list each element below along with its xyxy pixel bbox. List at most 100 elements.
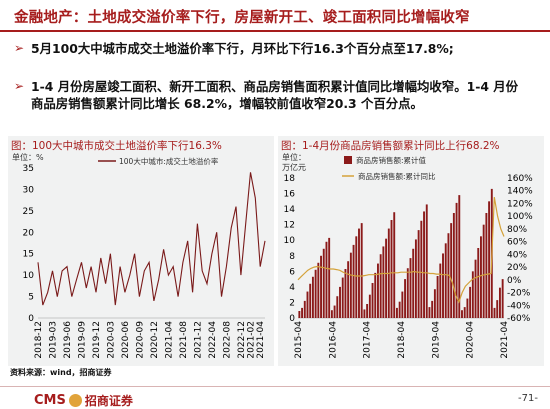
y-tick-label: 20 [23, 228, 35, 238]
bar-sales-value [317, 262, 320, 318]
page-number: -71- [518, 393, 538, 404]
bar-sales-value [352, 244, 355, 318]
unit-label: 万亿元 [282, 162, 306, 172]
bar-sales-value [493, 307, 496, 318]
bullet-item: ➢ 1-4 月份房屋竣工面积、新开工面积、商品房销售面积累计值同比增幅均收窄。1… [14, 78, 526, 112]
x-tick-label: 2021-04 [256, 321, 266, 359]
bar-sales-value [406, 268, 409, 318]
bar-sales-value [436, 276, 439, 318]
bar-sales-value [452, 213, 455, 318]
bar-sales-value [469, 286, 472, 318]
y-tick-label: 10 [284, 236, 296, 246]
company-logo: CMS 招商证券 [34, 390, 133, 408]
bar-sales-value [498, 287, 501, 318]
bar-sales-value [395, 307, 398, 318]
y2-tick-label: 140% [507, 187, 533, 197]
bullet-text: 5月100大中城市成交土地溢价率下行，月环比下行16.3个百分点至17.8%; [31, 41, 454, 56]
chart-caption: 图：100大中城市成交土地溢价率下行16.3% [11, 140, 222, 152]
source-note: 资料来源：wind，招商证券 [10, 368, 112, 377]
bar-sales-value [393, 212, 396, 318]
y-tick-label: 5 [28, 293, 34, 303]
logo-badge-icon [68, 394, 82, 407]
bar-sales-value [425, 204, 428, 318]
y2-tick-label: -20% [507, 289, 531, 299]
y-tick-label: 18 [284, 174, 296, 184]
y2-tick-label: 60% [507, 238, 527, 248]
y-tick-label: 8 [289, 252, 295, 262]
x-tick-label: 2021-04 [500, 321, 510, 359]
bar-sales-value [412, 248, 415, 318]
land-premium-chart-panel: 单位：% 100大中城市:成交土地溢价率 0 5 10 15 20 25 30 35 2018-12… [8, 136, 274, 366]
bar-sales-value [363, 309, 366, 318]
bar-sales-value [379, 254, 382, 318]
x-tick-label: 2020-04 [466, 321, 476, 359]
bar-sales-value [301, 307, 304, 318]
bar-sales-value [423, 211, 425, 318]
x-tick-label: 2018-04 [397, 321, 407, 359]
x-tick-label: 2020-09 [135, 321, 145, 359]
legend-label: 商品房销售额:累计值 [356, 155, 427, 165]
bullet-arrow-icon: ➢ [14, 79, 25, 93]
y2-tick-label: -40% [507, 301, 531, 311]
unit-label: 单位： [282, 152, 306, 162]
legend-bar-swatch [344, 156, 352, 164]
bar-sales-value [501, 279, 504, 318]
y2-tick-label: 160% [507, 174, 533, 184]
x-tick-label: 2016-04 [328, 321, 338, 359]
x-tick-label: 2018-12 [34, 321, 44, 359]
x-tick-label: 2020-06 [121, 321, 131, 359]
bar-sales-value [347, 261, 350, 318]
title-divider [0, 30, 550, 32]
bar-sales-value [466, 298, 469, 318]
bar-sales-value [439, 263, 442, 318]
y2-tick-label: 80% [507, 225, 527, 235]
y-tick-label: 0 [289, 314, 295, 324]
bar-sales-value [485, 213, 488, 318]
y2-tick-label: 40% [507, 250, 527, 260]
bar-sales-value [474, 259, 477, 318]
bar-sales-value [298, 311, 301, 318]
logo-text: CMS [34, 393, 66, 408]
bullet-arrow-icon: ➢ [14, 41, 25, 55]
bar-sales-value [409, 258, 412, 318]
legend-label: 商品房销售额:累计同比 [358, 171, 436, 181]
bar-sales-value [450, 223, 453, 318]
x-tick-label: 2015-04 [294, 321, 304, 359]
bar-sales-value [314, 269, 317, 318]
y2-tick-label: 120% [507, 199, 533, 209]
bar-sales-value [303, 300, 306, 318]
bar-sales-value [385, 238, 388, 318]
y-tick-label: 12 [284, 221, 295, 231]
bar-sales-value [444, 243, 447, 318]
bar-sales-value [428, 307, 431, 318]
series-line-sales-yoy [297, 196, 505, 304]
y-tick-label: 25 [23, 207, 34, 217]
x-tick-label: 2019-09 [78, 321, 88, 359]
bar-sales-value [496, 300, 499, 318]
bar-sales-value [320, 255, 322, 318]
y-tick-label: 35 [23, 164, 34, 174]
bar-sales-value [330, 310, 333, 318]
bar-sales-value [360, 223, 363, 318]
bullet-text: 1-4 月份房屋竣工面积、新开工面积、商品房销售面积累计值同比增幅均收窄。1-4… [31, 79, 519, 111]
bar-sales-value [311, 276, 314, 318]
bar-sales-value [480, 236, 482, 318]
y-tick-label: 10 [23, 271, 35, 281]
bar-sales-value [390, 220, 393, 318]
bar-sales-value [414, 239, 417, 318]
unit-label: 单位：% [12, 152, 44, 162]
y2-tick-label: 0% [507, 276, 522, 286]
bar-sales-value [398, 301, 401, 318]
slide-title: 金融地产：土地成交溢价率下行，房屋新开工、竣工面积同比增幅收窄 [14, 10, 470, 26]
bar-sales-value [401, 291, 404, 318]
bar-sales-value [382, 246, 385, 318]
bar-sales-value [341, 277, 344, 318]
bar-sales-value [358, 228, 360, 318]
x-tick-label: 2019-06 [63, 321, 73, 359]
bar-sales-value [368, 294, 371, 318]
x-tick-label: 2020-12 [150, 321, 160, 359]
bar-sales-value [417, 230, 420, 318]
bar-sales-value [463, 307, 466, 318]
land-premium-chart: 单位：% 100大中城市:成交土地溢价率 0 5 10 15 20 25 30 35 2018-12… [12, 152, 266, 359]
